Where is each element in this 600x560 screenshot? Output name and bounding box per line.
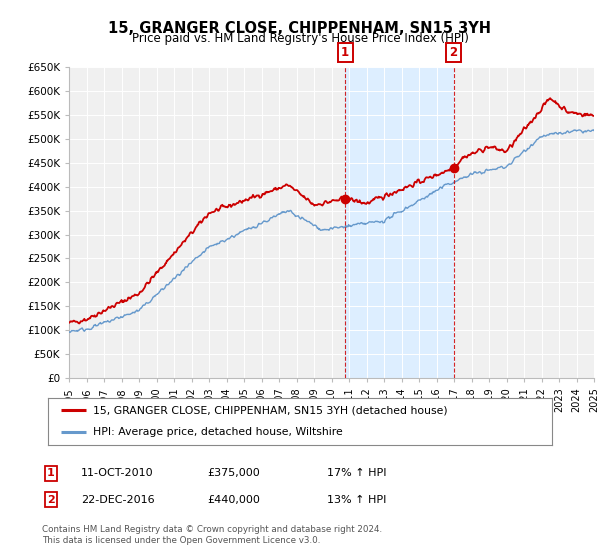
Text: 13% ↑ HPI: 13% ↑ HPI — [327, 494, 386, 505]
Text: 15, GRANGER CLOSE, CHIPPENHAM, SN15 3YH: 15, GRANGER CLOSE, CHIPPENHAM, SN15 3YH — [109, 21, 491, 36]
Text: £375,000: £375,000 — [207, 468, 260, 478]
Text: HPI: Average price, detached house, Wiltshire: HPI: Average price, detached house, Wilt… — [94, 427, 343, 437]
Text: Price paid vs. HM Land Registry's House Price Index (HPI): Price paid vs. HM Land Registry's House … — [131, 32, 469, 45]
Text: 2: 2 — [47, 494, 55, 505]
Text: £440,000: £440,000 — [207, 494, 260, 505]
Text: Contains HM Land Registry data © Crown copyright and database right 2024.
This d: Contains HM Land Registry data © Crown c… — [42, 525, 382, 545]
Text: 17% ↑ HPI: 17% ↑ HPI — [327, 468, 386, 478]
Text: 22-DEC-2016: 22-DEC-2016 — [81, 494, 155, 505]
Text: 1: 1 — [47, 468, 55, 478]
Bar — [345, 67, 454, 378]
Text: 2: 2 — [449, 46, 458, 59]
Text: 15, GRANGER CLOSE, CHIPPENHAM, SN15 3YH (detached house): 15, GRANGER CLOSE, CHIPPENHAM, SN15 3YH … — [94, 405, 448, 416]
Text: 1: 1 — [341, 46, 349, 59]
Text: 11-OCT-2010: 11-OCT-2010 — [81, 468, 154, 478]
